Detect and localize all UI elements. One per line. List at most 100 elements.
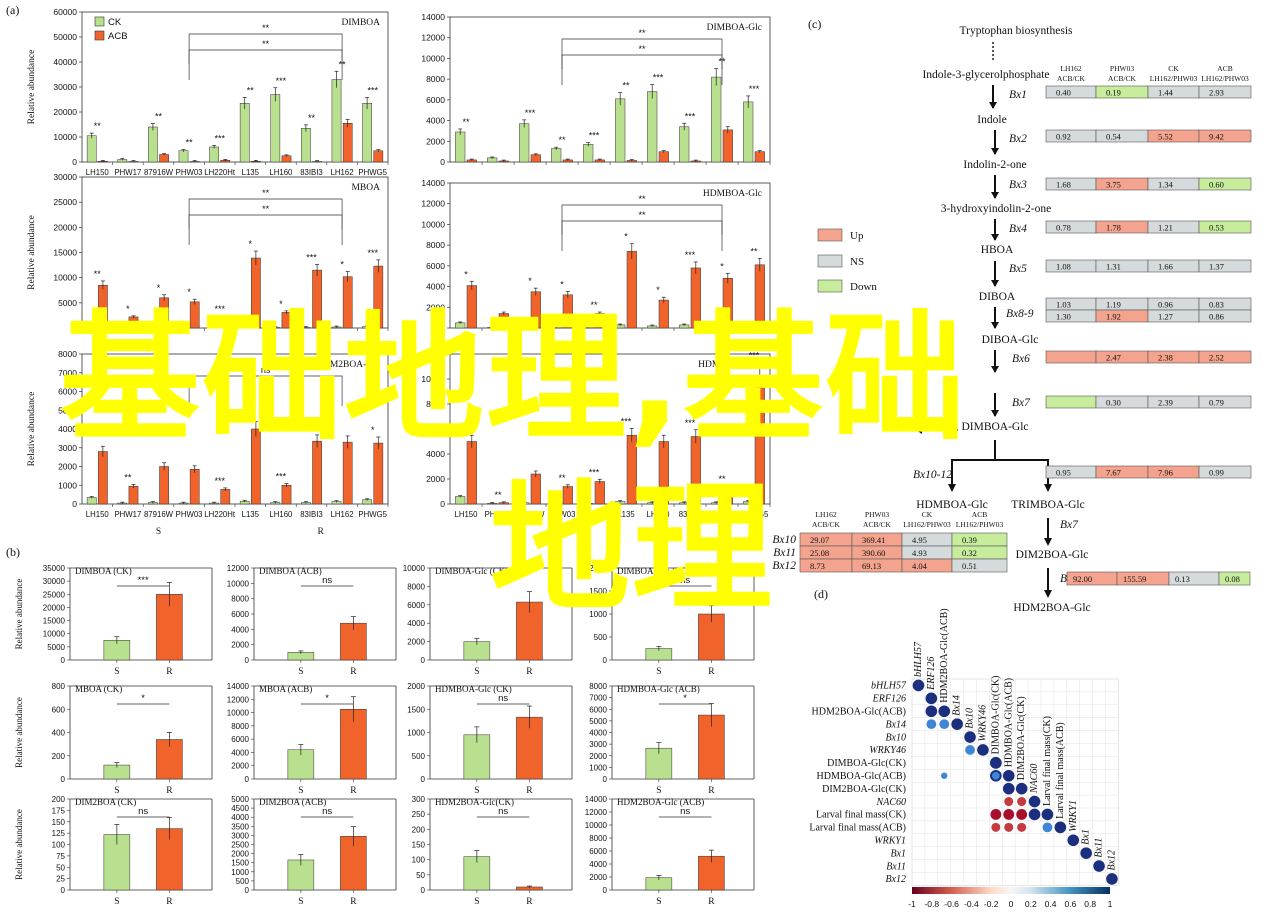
table-value: 2.47 <box>1106 353 1121 363</box>
bracket-label: ** <box>262 188 270 198</box>
bar-acb <box>159 297 169 329</box>
y-tick-label: 1000 <box>231 868 249 877</box>
y-tick-label: 2000 <box>407 682 425 691</box>
x-tick-label: PHW03 <box>176 510 203 519</box>
y-tick-label: 100 <box>52 841 66 850</box>
bar-acb <box>281 312 292 329</box>
y-tick-label: 2000 <box>58 462 77 472</box>
sig-mark: ** <box>124 472 132 482</box>
sig-mark: ns <box>680 806 690 817</box>
x-tick-label: LH160 <box>647 510 671 519</box>
sig-mark: ** <box>186 138 194 148</box>
table-cell <box>1147 259 1200 273</box>
table-value: 1.68 <box>1056 180 1071 190</box>
y-tick-label: 15000 <box>53 248 77 258</box>
bar-ck <box>743 101 754 163</box>
row-label: DIMBOA-Glc(CK) <box>827 758 906 769</box>
y-tick-label: 2000 <box>231 641 249 650</box>
y-tick-label: 2000 <box>407 638 425 647</box>
table-header: ACB/CK <box>1108 74 1137 83</box>
table-cell <box>1147 297 1200 311</box>
col-label: HDMBOA-Glc(ACB) <box>1003 678 1014 767</box>
corr-circle <box>991 822 1001 832</box>
y-tick-label: 0 <box>603 775 608 784</box>
x-tick-label: R <box>350 786 357 796</box>
branch-left <box>951 440 996 490</box>
chart-b6: 0 2000 4000 6000 8000 10000 12000 14000 MBOA (AC… <box>227 682 397 796</box>
y-tick-label: 0 <box>421 775 426 784</box>
x-tick-label: R <box>526 897 533 907</box>
y-tick-label: 25000 <box>43 590 66 599</box>
sig-mark: * <box>528 276 532 286</box>
table-cell <box>1147 85 1200 99</box>
y-tick-label: 2000 <box>589 873 607 882</box>
table-cell <box>901 545 953 560</box>
sig-mark: * <box>141 693 145 704</box>
bar-ck <box>455 131 466 163</box>
chart-title: DIM2BOA (CK) <box>75 797 136 807</box>
bar-ck <box>331 79 342 163</box>
corr-circle <box>938 705 951 718</box>
y-tick-label: 5000 <box>589 717 607 726</box>
bar-ck <box>239 103 250 163</box>
bar-acb <box>658 299 669 329</box>
table-value: 155.59 <box>1123 574 1146 584</box>
col-label: ERF126 <box>926 657 937 691</box>
comparison-bracket <box>561 38 723 69</box>
y-tick-label: 4000 <box>231 625 249 634</box>
bar-acb <box>312 269 322 329</box>
table-value: 1.27 <box>1158 312 1173 322</box>
bar-acb <box>626 251 637 329</box>
bracket-label: ** <box>638 210 646 220</box>
y-tick-label: 600 <box>52 705 66 714</box>
comparison-bracket <box>561 204 723 235</box>
y-tick-label: 250 <box>412 810 426 819</box>
y-tick-label: 7000 <box>58 368 77 378</box>
chart-b7: 0 500 1000 1500 2000 HDMBOA-Glc (CK) S Rns <box>407 682 573 796</box>
sig-mark: *** <box>685 418 696 428</box>
corr-circle <box>1002 769 1015 782</box>
gene-label: Bx10 <box>772 534 796 546</box>
chart-a5: 0 1000 2000 3000 4000 5000 6000 7000 8000 Relativ… <box>27 349 389 537</box>
gene-label: Bx11 <box>773 547 796 559</box>
table-value: 2.52 <box>1209 353 1224 363</box>
y-axis-label: Relative abundance <box>27 50 37 125</box>
sig-mark: ns <box>680 575 690 586</box>
bar-acb <box>128 316 139 329</box>
chart-title: DIMBOA <box>341 18 380 28</box>
corr-circle <box>925 692 938 705</box>
sig-mark: ** <box>308 113 316 123</box>
y-tick-label: 10000 <box>227 579 250 588</box>
sig-mark: *** <box>367 85 378 95</box>
x-tick-label: R <box>166 897 173 907</box>
table-value: 1.08 <box>1056 262 1071 272</box>
y-tick-label: 25 <box>56 875 65 884</box>
colorbar-tick-label: 0.4 <box>1045 899 1057 909</box>
y-tick-label: 8000 <box>231 722 249 731</box>
chart-b12: 0 2000 4000 6000 8000 10000 12000 14000 HDM2BOA-… <box>585 795 755 907</box>
y-tick-label: 12000 <box>421 33 445 43</box>
table-value: 1.19 <box>1106 300 1121 310</box>
corr-circle <box>1042 822 1053 833</box>
y-tick-label: 4000 <box>426 282 445 292</box>
y-axis-label: Relative abundance <box>14 697 24 768</box>
y-tick-label: 6000 <box>426 424 445 434</box>
y-tick-label: 0 <box>603 656 608 665</box>
table-cell <box>1045 297 1097 311</box>
sig-mark: * <box>624 232 628 242</box>
bar-acb <box>373 442 384 505</box>
y-tick-label: 0 <box>61 775 66 784</box>
x-tick-label: L135 <box>242 510 260 519</box>
sig-mark: * <box>325 693 329 704</box>
y-tick-label: 4000 <box>231 813 249 822</box>
arrow-head <box>991 410 999 417</box>
table-cell <box>1198 220 1252 234</box>
table-cell <box>1198 297 1252 311</box>
bar-ck <box>86 135 97 163</box>
sig-mark: *** <box>685 111 696 121</box>
y-tick-label: 0 <box>421 886 426 895</box>
y-tick-label: 2000 <box>231 850 249 859</box>
y-tick-label: 6000 <box>58 387 77 397</box>
x-tick-label: PHW17 <box>114 510 141 519</box>
table-header: ACB/CK <box>863 520 892 529</box>
